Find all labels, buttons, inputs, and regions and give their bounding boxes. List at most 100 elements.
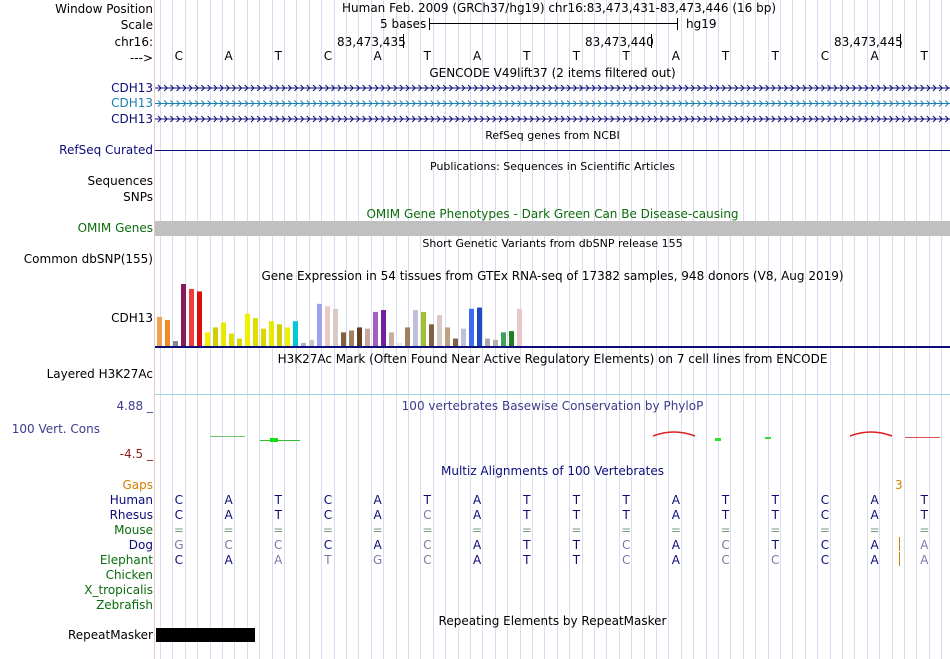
gtex-tissue-bar[interactable] bbox=[357, 327, 362, 346]
scale-bar-right-tick bbox=[677, 18, 678, 30]
gtex-tissue-bar[interactable] bbox=[293, 321, 298, 346]
strand-chevron bbox=[728, 100, 733, 107]
multiz-base: C bbox=[820, 553, 830, 567]
gtex-tissue-bar[interactable] bbox=[453, 338, 458, 346]
gtex-tissue-bar[interactable] bbox=[485, 338, 490, 346]
multiz-species-label[interactable]: X_tropicalis bbox=[84, 583, 153, 597]
gtex-label[interactable]: CDH13 bbox=[111, 311, 153, 325]
gencode-item-label[interactable]: CDH13 bbox=[111, 112, 153, 126]
gtex-tissue-bar[interactable] bbox=[205, 332, 210, 346]
multiz-species-label[interactable]: Elephant bbox=[99, 553, 153, 567]
gtex-tissue-bar[interactable] bbox=[285, 327, 290, 346]
phylop-wiggle[interactable] bbox=[155, 425, 950, 445]
gtex-tissue-bar[interactable] bbox=[437, 315, 442, 346]
strand-chevron bbox=[442, 100, 447, 107]
multiz-base: C bbox=[423, 553, 432, 567]
gtex-tissue-bar[interactable] bbox=[421, 311, 426, 346]
gtex-tissue-bar[interactable] bbox=[229, 333, 234, 346]
gtex-tissue-bar[interactable] bbox=[461, 328, 466, 346]
gtex-bar-graph[interactable] bbox=[155, 284, 950, 349]
multiz-gaps-label[interactable]: Gaps bbox=[122, 478, 153, 492]
strand-chevron bbox=[535, 84, 540, 92]
grid-line bbox=[742, 0, 744, 659]
gtex-tissue-bar[interactable] bbox=[493, 339, 498, 346]
gtex-tissue-bar[interactable] bbox=[309, 339, 314, 346]
strand-chevron bbox=[548, 115, 553, 123]
repeatmasker-element[interactable] bbox=[156, 628, 255, 642]
gtex-tissue-bar[interactable] bbox=[333, 308, 338, 346]
gtex-tissue-bar[interactable] bbox=[301, 342, 306, 346]
gtex-tissue-bar[interactable] bbox=[317, 303, 322, 346]
omim-label[interactable]: OMIM Genes bbox=[77, 221, 153, 235]
gtex-tissue-bar[interactable] bbox=[173, 341, 178, 346]
gtex-tissue-bar[interactable] bbox=[341, 332, 346, 346]
gtex-tissue-bar[interactable] bbox=[277, 324, 282, 346]
position-tick bbox=[651, 34, 652, 48]
strand-chevron bbox=[523, 100, 528, 107]
gtex-tissue-bar[interactable] bbox=[213, 327, 218, 346]
gtex-tissue-bar[interactable] bbox=[245, 313, 250, 346]
gtex-tissue-bar[interactable] bbox=[501, 332, 506, 346]
strand-chevron bbox=[889, 115, 894, 123]
gtex-tissue-bar[interactable] bbox=[397, 342, 402, 346]
strand-chevron bbox=[182, 115, 187, 123]
gtex-tissue-bar[interactable] bbox=[237, 338, 242, 346]
gtex-tissue-bar[interactable] bbox=[413, 310, 418, 346]
strand-chevron bbox=[442, 84, 447, 92]
gtex-tissue-bar[interactable] bbox=[373, 311, 378, 346]
gencode-item-label[interactable]: CDH13 bbox=[111, 96, 153, 110]
publications-sequences-label[interactable]: Sequences bbox=[87, 174, 153, 188]
omim-feature-bar[interactable] bbox=[155, 221, 950, 236]
strand-chevron bbox=[238, 84, 243, 92]
phylop-label[interactable]: 100 Vert. Cons bbox=[11, 422, 100, 436]
phylop-score-mark bbox=[260, 440, 300, 441]
strand-chevron bbox=[380, 100, 385, 107]
gtex-tissue-bar[interactable] bbox=[445, 327, 450, 346]
gencode-item-label[interactable]: CDH13 bbox=[111, 81, 153, 95]
strand-chevron bbox=[337, 115, 342, 123]
gtex-tissue-bar[interactable] bbox=[517, 308, 522, 346]
dbsnp-label[interactable]: Common dbSNP(155) bbox=[23, 252, 153, 266]
gtex-tissue-bar[interactable] bbox=[509, 331, 514, 346]
strand-chevron bbox=[424, 100, 429, 107]
gtex-tissue-bar[interactable] bbox=[157, 316, 162, 346]
strand-chevron bbox=[176, 115, 181, 123]
gtex-tissue-bar[interactable] bbox=[261, 328, 266, 346]
refseq-gene-line[interactable] bbox=[155, 150, 950, 151]
gtex-tissue-bar[interactable] bbox=[325, 306, 330, 346]
multiz-species-label[interactable]: Mouse bbox=[114, 523, 153, 537]
publications-snps-label[interactable]: SNPs bbox=[123, 190, 153, 204]
multiz-species-label[interactable]: Dog bbox=[128, 538, 153, 552]
multiz-species-label[interactable]: Human bbox=[109, 493, 153, 507]
gtex-tissue-bar[interactable] bbox=[429, 324, 434, 346]
strand-chevron bbox=[411, 115, 416, 123]
gtex-tissue-bar[interactable] bbox=[197, 291, 202, 346]
multiz-species-label[interactable]: Rhesus bbox=[109, 508, 153, 522]
strand-chevron bbox=[901, 115, 906, 123]
refseq-label[interactable]: RefSeq Curated bbox=[59, 143, 153, 157]
gtex-tissue-bar[interactable] bbox=[469, 308, 474, 346]
gtex-tissue-bar[interactable] bbox=[405, 327, 410, 346]
strand-chevron bbox=[560, 115, 565, 123]
grid-line bbox=[668, 0, 670, 659]
gencode-gene-glyphs[interactable] bbox=[155, 81, 950, 127]
multiz-species-label[interactable]: Chicken bbox=[105, 568, 153, 582]
multiz-species-label[interactable]: Zebrafish bbox=[96, 598, 153, 612]
strand-chevron bbox=[393, 115, 398, 123]
gtex-tissue-bar[interactable] bbox=[181, 284, 186, 346]
gtex-tissue-bar[interactable] bbox=[349, 330, 354, 347]
h3k27ac-label[interactable]: Layered H3K27Ac bbox=[46, 367, 153, 381]
reference-base: A bbox=[870, 49, 879, 63]
gtex-tissue-bar[interactable] bbox=[269, 321, 274, 346]
strand-chevron bbox=[808, 115, 813, 123]
gtex-tissue-bar[interactable] bbox=[189, 288, 194, 346]
gtex-tissue-bar[interactable] bbox=[365, 328, 370, 346]
gtex-tissue-bar[interactable] bbox=[253, 318, 258, 346]
repeatmasker-label[interactable]: RepeatMasker bbox=[67, 628, 153, 642]
gtex-tissue-bar[interactable] bbox=[389, 332, 394, 346]
strand-chevron bbox=[635, 115, 640, 123]
gtex-tissue-bar[interactable] bbox=[221, 322, 226, 346]
gtex-tissue-bar[interactable] bbox=[381, 310, 386, 346]
gtex-tissue-bar[interactable] bbox=[165, 319, 170, 346]
gtex-tissue-bar[interactable] bbox=[477, 307, 482, 346]
